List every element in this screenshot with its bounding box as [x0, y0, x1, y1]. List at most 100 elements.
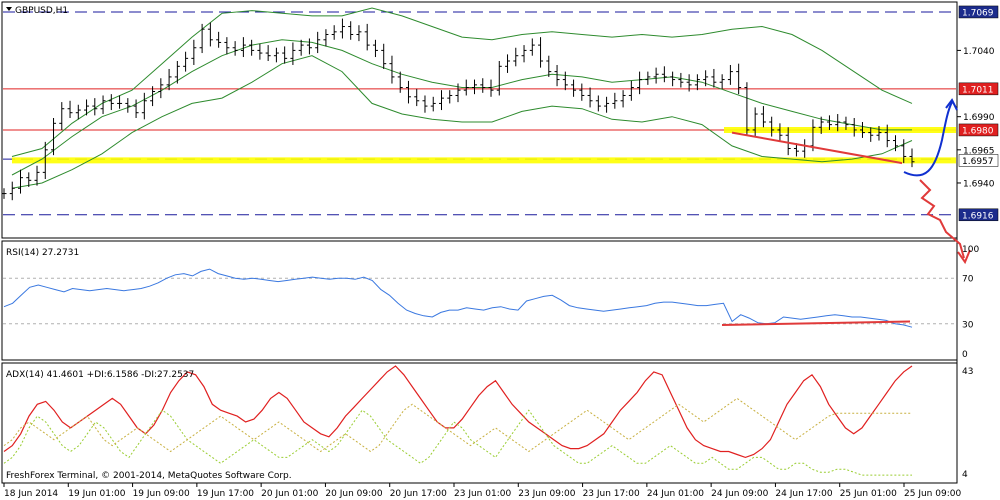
- candle: [422, 95, 428, 113]
- candle: [760, 106, 766, 128]
- adx-axis-label-4: 4: [962, 470, 968, 480]
- candle: [92, 98, 98, 116]
- candle: [430, 96, 436, 112]
- bollinger-lower: [11, 55, 913, 189]
- price-label-1.6990: 1.6990: [963, 113, 995, 123]
- candle: [356, 25, 362, 42]
- candle: [670, 71, 676, 87]
- rsi-axis-label-70: 70: [962, 275, 974, 285]
- copyright-text: FreshForex Terminal, © 2001-2014, MetaQu…: [6, 471, 292, 481]
- candle: [34, 165, 40, 186]
- candle: [859, 121, 865, 138]
- candle: [447, 90, 453, 104]
- time-label-11: 24 Jun 09:00: [711, 489, 768, 499]
- candle: [438, 90, 444, 111]
- candle: [339, 18, 345, 39]
- red-down-arrow-path: [919, 179, 965, 259]
- candle: [348, 21, 354, 40]
- candle: [389, 55, 395, 84]
- candle: [884, 124, 890, 148]
- bollinger-middle: [11, 39, 912, 176]
- candle: [191, 39, 197, 65]
- rsi-pane-frame: [1, 240, 958, 361]
- candle: [290, 42, 296, 65]
- candle: [579, 83, 585, 101]
- candle: [752, 107, 758, 137]
- candle: [736, 63, 742, 95]
- candle: [488, 79, 494, 97]
- candle: [372, 39, 378, 58]
- candle: [777, 123, 783, 141]
- candle: [108, 94, 114, 111]
- candle: [1, 188, 7, 199]
- candle: [694, 74, 700, 91]
- candle: [744, 82, 750, 136]
- candle: [637, 71, 643, 95]
- candle: [158, 78, 164, 99]
- candle: [100, 95, 106, 115]
- candle: [306, 38, 312, 55]
- candle: [257, 43, 263, 60]
- adx-pane-frame: [1, 362, 958, 484]
- candle: [703, 70, 709, 87]
- candle: [18, 169, 24, 194]
- candle: [513, 47, 519, 67]
- adx-title: ADX(14) 41.4601 +DI:6.1586 -DI:27.2537: [6, 370, 194, 380]
- candle: [9, 181, 15, 201]
- adx-series-0: [3, 365, 913, 459]
- candle: [364, 23, 370, 51]
- candle: [216, 31, 222, 48]
- candle: [117, 95, 123, 109]
- price-label-1.6965: 1.6965: [963, 146, 995, 156]
- candle: [133, 99, 139, 119]
- candle: [282, 46, 288, 64]
- time-label-2: 19 Jun 09:00: [133, 489, 190, 499]
- candle: [876, 125, 882, 141]
- price-label-1.7069: 1.7069: [962, 8, 994, 18]
- price-label-box-1.6916: [958, 208, 999, 222]
- candle: [480, 78, 486, 93]
- candle: [397, 71, 403, 93]
- candle: [719, 74, 725, 89]
- adx-series-1: [3, 409, 912, 476]
- price-label-1.6957: 1.6957: [962, 157, 994, 167]
- symbol-dropdown-icon[interactable]: [6, 7, 12, 11]
- candle: [686, 74, 692, 92]
- time-label-7: 23 Jun 01:00: [454, 489, 511, 499]
- candle: [587, 87, 593, 108]
- time-label-0: 18 Jun 2014: [4, 489, 58, 499]
- adx-series-2: [3, 397, 912, 453]
- candle: [595, 95, 601, 112]
- candle: [901, 139, 907, 164]
- candle: [505, 54, 511, 73]
- candle: [273, 47, 279, 63]
- candle: [166, 68, 172, 91]
- price-label-box-1.7069: [958, 5, 999, 19]
- candle: [414, 88, 420, 107]
- candle: [612, 92, 618, 109]
- candle: [125, 98, 131, 113]
- candle: [653, 67, 659, 84]
- candle: [51, 118, 57, 156]
- time-label-4: 20 Jun 01:00: [261, 489, 318, 499]
- candle: [802, 139, 808, 158]
- candle: [67, 100, 73, 119]
- candle: [843, 116, 849, 130]
- price-label-1.7011: 1.7011: [962, 85, 994, 95]
- candle: [529, 38, 535, 56]
- candle: [785, 127, 791, 156]
- price-label-box-1.7011: [958, 82, 999, 96]
- candle: [793, 143, 799, 157]
- candle: [42, 141, 48, 179]
- candle: [26, 172, 32, 187]
- candle: [75, 104, 81, 120]
- time-label-8: 23 Jun 09:00: [518, 489, 575, 499]
- candle: [521, 45, 527, 63]
- price-label-1.7040: 1.7040: [963, 47, 995, 57]
- adx-axis-label-43: 43: [962, 367, 973, 377]
- candle: [265, 45, 271, 62]
- price-label-1.6940: 1.6940: [963, 179, 995, 189]
- rsi-axis-label-30: 30: [962, 320, 974, 330]
